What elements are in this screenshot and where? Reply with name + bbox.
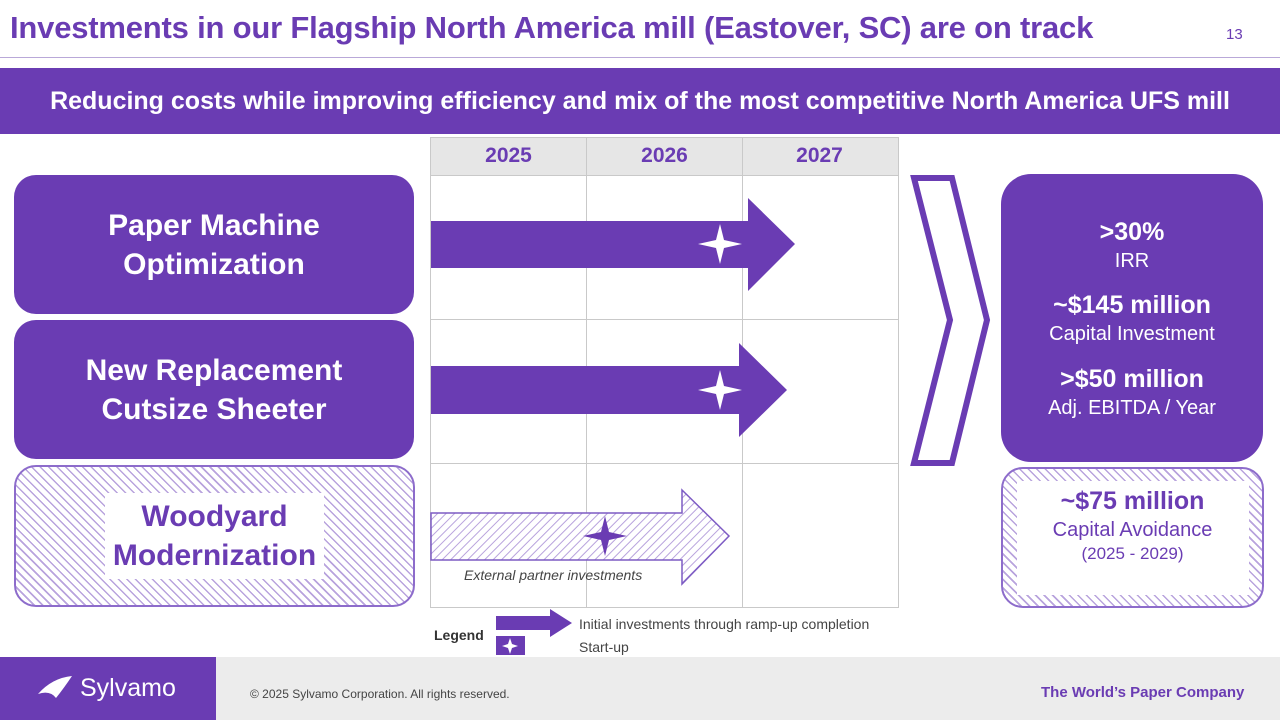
project-title-line1: Woodyard xyxy=(141,500,288,533)
investment-arrow-icon xyxy=(430,488,731,586)
project-title-line2: Cutsize Sheeter xyxy=(101,392,327,426)
grid-line xyxy=(430,175,899,176)
capital-avoidance-box: ~$75 million Capital Avoidance (2025 - 2… xyxy=(1001,467,1264,608)
ebitda-label: Adj. EBITDA / Year xyxy=(1048,397,1216,419)
year-header: 2026 xyxy=(641,144,688,167)
grid-line xyxy=(430,137,431,608)
investment-arrow-icon xyxy=(431,198,795,291)
year-header: 2025 xyxy=(485,144,532,167)
avoid-label: Capital Avoidance xyxy=(1052,518,1213,541)
project-woodyard-box: Woodyard Modernization xyxy=(14,465,415,607)
external-partner-note: External partner investments xyxy=(464,567,643,583)
legend-star-label: Start-up xyxy=(579,639,629,655)
legend-arrow-label: Initial investments through ramp-up comp… xyxy=(579,616,870,632)
investment-arrow-icon xyxy=(431,343,787,437)
irr-value: >30% xyxy=(1099,218,1165,246)
legend-title: Legend xyxy=(434,627,484,643)
capital-avoidance-panel: ~$75 million Capital Avoidance (2025 - 2… xyxy=(1016,480,1249,595)
capex-value: ~$145 million xyxy=(1053,291,1211,319)
banner-text: Reducing costs while improving efficienc… xyxy=(50,86,1230,115)
brand-name: Sylvamo xyxy=(80,674,176,702)
results-box: >30% IRR ~$145 million Capital Investmen… xyxy=(1001,174,1263,462)
page-number: 13 xyxy=(1226,26,1243,43)
start-up-star-icon xyxy=(698,370,742,410)
irr-label: IRR xyxy=(1114,250,1150,272)
start-up-star-icon xyxy=(698,224,742,264)
capex-label: Capital Investment xyxy=(1049,323,1215,345)
project-paper-machine-box: Paper Machine Optimization xyxy=(14,175,414,314)
start-up-star-icon xyxy=(502,638,518,654)
subtitle-banner: Reducing costs while improving efficienc… xyxy=(0,68,1280,134)
timeline-header xyxy=(431,137,898,175)
woodyard-label-panel: Woodyard Modernization xyxy=(104,493,325,579)
grid-line xyxy=(898,137,899,608)
year-header: 2027 xyxy=(796,144,843,167)
sylvamo-logo-icon xyxy=(38,676,72,698)
footer-brand-block xyxy=(0,657,216,720)
page-title: Investments in our Flagship North Americ… xyxy=(10,10,1094,45)
chevron-right-icon xyxy=(910,175,991,466)
avoid-period: (2025 - 2029) xyxy=(1081,543,1184,563)
grid-line xyxy=(430,319,899,320)
ebitda-value: >$50 million xyxy=(1060,365,1204,393)
project-title-line1: Paper Machine xyxy=(108,208,320,242)
start-up-star-icon xyxy=(583,516,627,556)
project-title-line1: New Replacement xyxy=(85,353,343,387)
grid-line xyxy=(430,463,899,464)
grid-line xyxy=(430,137,899,138)
investment-arrow-icon xyxy=(496,609,572,637)
copyright: © 2025 Sylvamo Corporation. All rights r… xyxy=(250,687,510,701)
project-sheeter-box: New Replacement Cutsize Sheeter xyxy=(14,320,414,459)
project-title-line2: Modernization xyxy=(112,539,317,572)
project-title-line2: Optimization xyxy=(123,247,305,281)
title-divider xyxy=(0,57,1280,58)
grid-line xyxy=(430,607,899,608)
avoid-value: ~$75 million xyxy=(1060,486,1205,515)
tagline: The World’s Paper Company xyxy=(1041,684,1245,701)
